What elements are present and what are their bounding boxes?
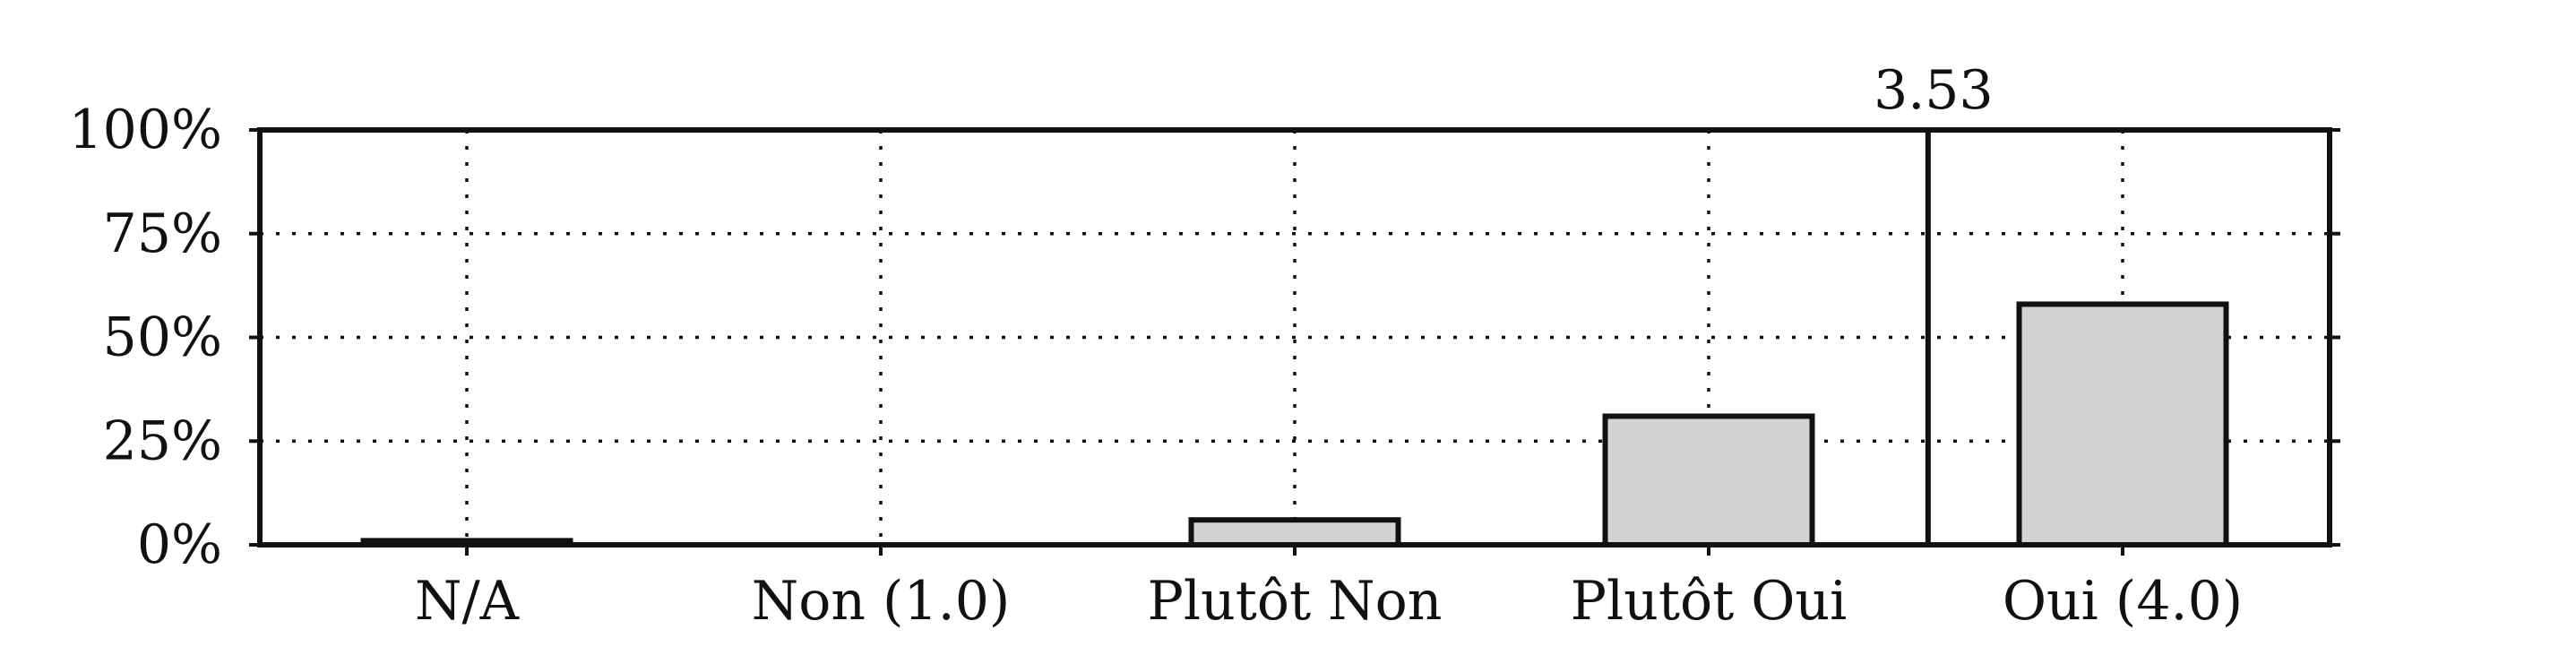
y-tick-label: 25% bbox=[103, 410, 222, 472]
y-axis-ticks: 0% 25% 50% 75% 100% bbox=[68, 99, 2340, 576]
mean-marker: 3.53 bbox=[1874, 59, 1994, 545]
x-tick-label: Non (1.0) bbox=[752, 570, 1011, 633]
x-tick-label: Plutôt Non bbox=[1148, 570, 1443, 633]
x-axis-labels: N/A Non (1.0) Plutôt Non Plutôt Oui Oui (4.0… bbox=[415, 545, 2243, 633]
x-tick-label: N/A bbox=[415, 570, 520, 633]
y-tick-label: 100% bbox=[68, 99, 222, 161]
y-tick-label: 0% bbox=[137, 513, 222, 576]
bar bbox=[1602, 413, 1815, 548]
bar bbox=[1188, 517, 1401, 548]
mean-value-label: 3.53 bbox=[1874, 59, 1994, 122]
y-tick-label: 75% bbox=[103, 203, 222, 265]
y-tick-label: 50% bbox=[103, 306, 222, 369]
gridlines bbox=[260, 130, 2330, 545]
bar bbox=[2016, 301, 2229, 548]
x-tick-label: Plutôt Oui bbox=[1571, 570, 1848, 633]
x-tick-label: Oui (4.0) bbox=[2003, 570, 2243, 633]
